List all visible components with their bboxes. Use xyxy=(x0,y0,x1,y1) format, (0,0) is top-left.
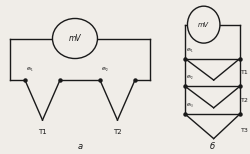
Text: $e_{t_2}$: $e_{t_2}$ xyxy=(101,65,109,74)
Text: T2: T2 xyxy=(113,129,121,135)
Text: б: б xyxy=(209,142,214,151)
Text: mV: mV xyxy=(68,34,81,43)
Text: $e_{t_3}$: $e_{t_3}$ xyxy=(186,102,194,110)
Ellipse shape xyxy=(52,18,97,59)
Ellipse shape xyxy=(187,6,219,43)
Text: T1: T1 xyxy=(38,129,47,135)
Text: $e_{t_2}$: $e_{t_2}$ xyxy=(186,74,194,82)
Text: T3: T3 xyxy=(240,128,248,133)
Text: T1: T1 xyxy=(240,70,248,75)
Text: $e_{t_1}$: $e_{t_1}$ xyxy=(26,65,34,74)
Text: $e_{t_1}$: $e_{t_1}$ xyxy=(186,46,194,55)
Text: T2: T2 xyxy=(240,98,248,103)
Text: mV: mV xyxy=(198,22,208,28)
Text: a: a xyxy=(77,142,82,151)
